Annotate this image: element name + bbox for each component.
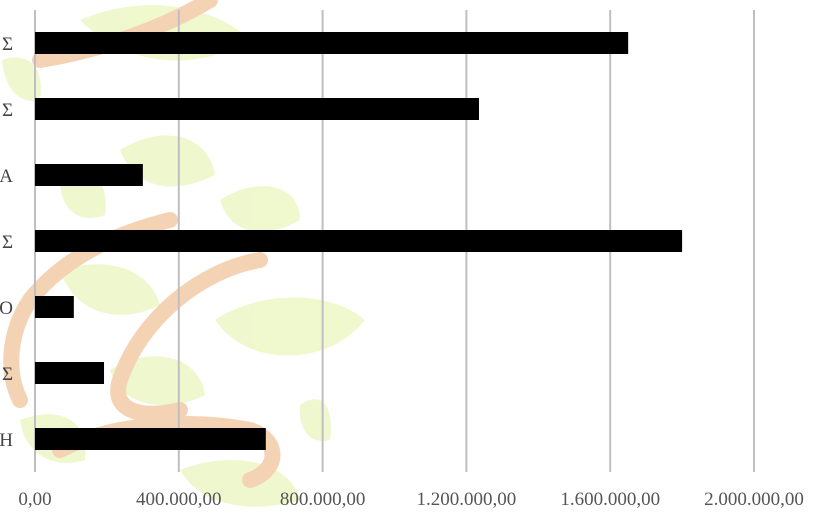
bar-0: [35, 32, 629, 54]
category-label-2: Α: [0, 166, 13, 187]
x-tick-label-5: 2.000.000,00: [704, 489, 804, 510]
bar-6: [35, 428, 266, 450]
bar-2: [35, 164, 143, 186]
x-tick-label-4: 1.600.000,00: [560, 489, 660, 510]
bar-3: [35, 230, 683, 252]
x-axis-tick-labels: 0,00 400.000,00 800.000,00 1.200.000,00 1.60…: [18, 489, 804, 510]
category-label-4: Ο: [0, 298, 13, 319]
category-label-6: Η: [0, 430, 13, 451]
category-label-0: Σ: [2, 34, 13, 55]
bars: [35, 32, 683, 450]
x-tick-label-0: 0,00: [18, 489, 51, 510]
category-label-1: Σ: [2, 100, 13, 121]
x-tick-label-1: 400.000,00: [136, 489, 222, 510]
category-label-3: Σ: [2, 232, 13, 253]
x-tick-label-2: 800.000,00: [280, 489, 366, 510]
bar-5: [35, 362, 105, 384]
bar-1: [35, 98, 479, 120]
x-tick-label-3: 1.200.000,00: [417, 489, 517, 510]
category-label-5: Σ: [2, 364, 13, 385]
category-labels: Σ Σ Α Σ Ο Σ Η: [0, 34, 13, 451]
bar-4: [35, 296, 74, 318]
